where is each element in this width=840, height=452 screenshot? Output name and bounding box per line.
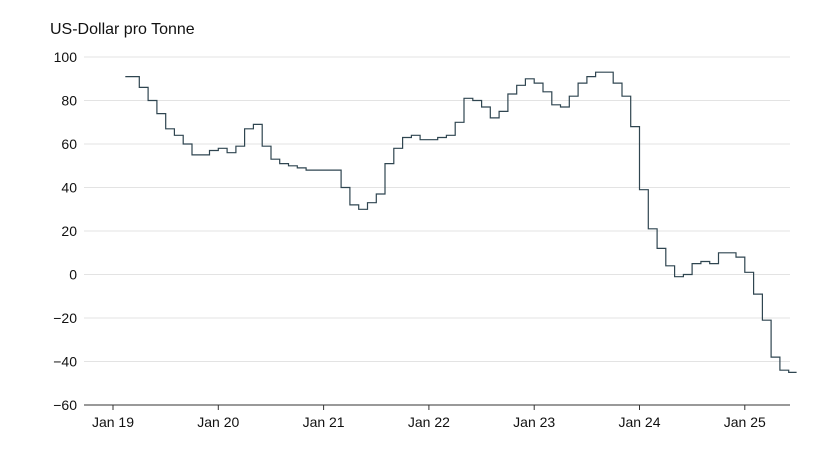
x-tick-label: Jan 22: [408, 414, 450, 430]
y-tick-label: −40: [53, 354, 77, 370]
y-axis-ticks: 100 80 60 40 20 0 −20 −40 −60: [53, 49, 77, 413]
gridlines: [84, 56, 790, 406]
x-tick-label: Jan 25: [724, 414, 766, 430]
x-tick-label: Jan 23: [513, 414, 555, 430]
x-axis-ticks: Jan 19 Jan 20 Jan 21 Jan 22 Jan 23 Jan 24 Jan …: [92, 405, 766, 430]
y-axis-unit-label: US-Dollar pro Tonne: [50, 21, 195, 38]
x-tick-label: Jan 24: [618, 414, 660, 430]
y-tick-label: 20: [61, 223, 77, 239]
y-tick-label: 100: [54, 49, 78, 65]
y-tick-label: 60: [61, 136, 77, 152]
y-tick-label: 0: [69, 267, 77, 283]
y-tick-label: −60: [53, 397, 77, 413]
x-tick-label: Jan 21: [303, 414, 345, 430]
y-tick-label: 80: [61, 93, 77, 109]
y-tick-label: 40: [61, 180, 77, 196]
x-tick-label: Jan 20: [197, 414, 239, 430]
series-line: [125, 71, 797, 373]
x-tick-label: Jan 19: [92, 414, 134, 430]
y-tick-label: −20: [53, 310, 77, 326]
